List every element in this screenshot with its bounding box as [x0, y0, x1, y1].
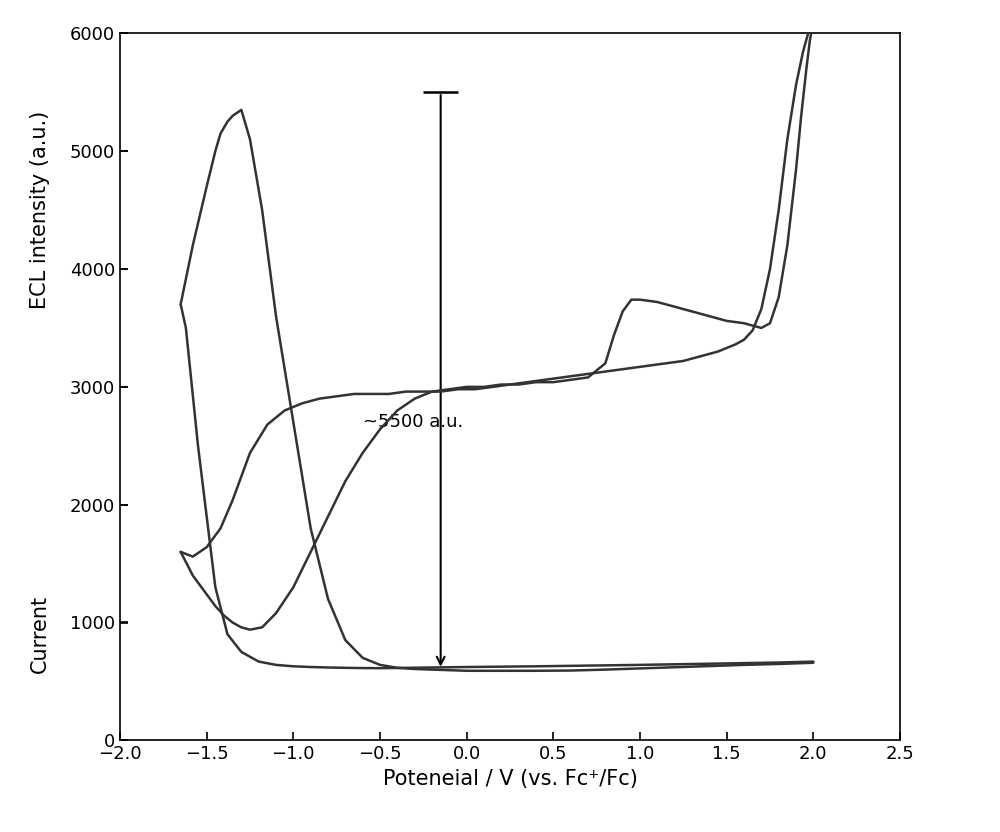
X-axis label: Poteneial / V (vs. Fc⁺/Fc): Poteneial / V (vs. Fc⁺/Fc)	[383, 769, 637, 789]
Y-axis label: Current: Current	[30, 596, 50, 673]
Y-axis label: ECL intensity (a.u.): ECL intensity (a.u.)	[30, 111, 50, 310]
Text: ~5500 a.u.: ~5500 a.u.	[363, 414, 463, 431]
